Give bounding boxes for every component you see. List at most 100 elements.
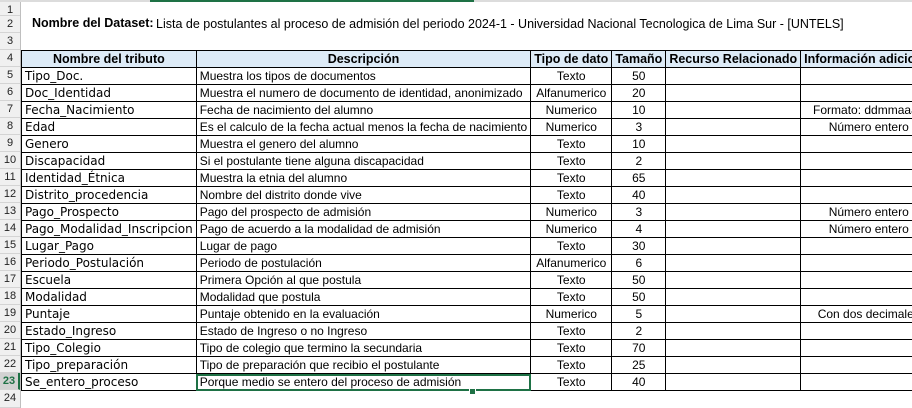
cell-info[interactable] bbox=[800, 237, 912, 255]
cell-resource[interactable] bbox=[665, 356, 802, 374]
cell-type[interactable]: Texto bbox=[530, 288, 613, 306]
cell-size[interactable]: 3 bbox=[611, 118, 667, 136]
dataset-name-cell[interactable]: Lista de postulantes al proceso de admis… bbox=[156, 17, 844, 31]
cell-type[interactable]: Texto bbox=[530, 322, 613, 340]
cell-info[interactable] bbox=[800, 322, 912, 340]
row-number[interactable]: 13 bbox=[0, 203, 20, 220]
row-number[interactable]: 10 bbox=[0, 152, 20, 169]
cell-resource[interactable] bbox=[665, 152, 802, 170]
cell-type[interactable]: Numerico bbox=[530, 305, 613, 323]
cell-info[interactable] bbox=[800, 135, 912, 153]
row-number[interactable]: 11 bbox=[0, 169, 20, 186]
cell-size[interactable]: 6 bbox=[611, 254, 667, 272]
cell-description[interactable]: Tipo de colegio que termino la secundari… bbox=[195, 339, 532, 357]
fill-handle[interactable] bbox=[469, 388, 476, 395]
cell-description[interactable]: Modalidad que postula bbox=[195, 288, 532, 306]
cell-info[interactable]: Con dos decimales bbox=[800, 305, 912, 323]
cell-size[interactable]: 50 bbox=[611, 271, 667, 289]
cell-info[interactable] bbox=[800, 356, 912, 374]
cell-description[interactable]: Muestra la etnia del alumno bbox=[195, 169, 532, 187]
row-number[interactable]: 17 bbox=[0, 271, 20, 288]
cell-name[interactable]: Puntaje bbox=[21, 305, 197, 323]
row-number[interactable]: 8 bbox=[0, 118, 20, 135]
cell-description[interactable]: Es el calculo de la fecha actual menos l… bbox=[195, 118, 532, 136]
cell-type[interactable]: Texto bbox=[530, 152, 613, 170]
row-number[interactable]: 3 bbox=[0, 33, 20, 50]
row-number[interactable]: 2 bbox=[0, 16, 20, 33]
cell-description[interactable]: Primera Opción al que postula bbox=[195, 271, 532, 289]
cell-type[interactable]: Texto bbox=[530, 373, 613, 391]
cell-size[interactable]: 25 bbox=[611, 356, 667, 374]
row-number[interactable]: 4 bbox=[0, 50, 20, 67]
cell-size[interactable]: 40 bbox=[611, 186, 667, 204]
cell-description[interactable]: Pago de acuerdo a la modalidad de admisi… bbox=[195, 220, 532, 238]
row-number[interactable]: 24 bbox=[0, 390, 20, 408]
cell-description[interactable]: Si el postulante tiene alguna discapacid… bbox=[195, 152, 532, 170]
cell-size[interactable]: 5 bbox=[611, 305, 667, 323]
row-number[interactable]: 1 bbox=[0, 2, 20, 16]
cell-size[interactable]: 2 bbox=[611, 322, 667, 340]
cell-name[interactable]: Escuela bbox=[21, 271, 197, 289]
cell-description[interactable]: Muestra el genero del alumno bbox=[195, 135, 532, 153]
cell-description[interactable]: Pago del prospecto de admisión bbox=[195, 203, 532, 221]
cell-type[interactable]: Numerico bbox=[530, 220, 613, 238]
cell-name[interactable]: Distrito_procedencia bbox=[21, 186, 197, 204]
cell-name[interactable]: Genero bbox=[21, 135, 197, 153]
cell-resource[interactable] bbox=[665, 118, 802, 136]
cell-name[interactable]: Pago_Modalidad_Inscripcion bbox=[21, 220, 197, 238]
cell-type[interactable]: Numerico bbox=[530, 101, 613, 119]
cell-size[interactable]: 65 bbox=[611, 169, 667, 187]
cell-name[interactable]: Pago_Prospecto bbox=[21, 203, 197, 221]
cell-resource[interactable] bbox=[665, 322, 802, 340]
cell-type[interactable]: Numerico bbox=[530, 203, 613, 221]
cell-type[interactable]: Texto bbox=[530, 135, 613, 153]
cell-name[interactable]: Fecha_Nacimiento bbox=[21, 101, 197, 119]
cell-type[interactable]: Texto bbox=[530, 67, 613, 85]
cell-info[interactable] bbox=[800, 254, 912, 272]
cell-info[interactable] bbox=[800, 84, 912, 102]
cell-size[interactable]: 10 bbox=[611, 135, 667, 153]
cell-type[interactable]: Alfanumerico bbox=[530, 254, 613, 272]
row-number[interactable]: 14 bbox=[0, 220, 20, 237]
cell-size[interactable]: 50 bbox=[611, 288, 667, 306]
cell-type[interactable]: Alfanumerico bbox=[530, 84, 613, 102]
cell-description[interactable]: Periodo de postulación bbox=[195, 254, 532, 272]
cell-resource[interactable] bbox=[665, 271, 802, 289]
cell-size[interactable]: 40 bbox=[611, 373, 667, 391]
cell-name[interactable]: Discapacidad bbox=[21, 152, 197, 170]
cell-size[interactable]: 3 bbox=[611, 203, 667, 221]
cell-description[interactable]: Estado de Ingreso o no Ingreso bbox=[195, 322, 532, 340]
cell-info[interactable]: Número entero bbox=[800, 118, 912, 136]
cell-description[interactable]: Fecha de nacimiento del alumno bbox=[195, 101, 532, 119]
row-number[interactable]: 12 bbox=[0, 186, 20, 203]
cell-resource[interactable] bbox=[665, 186, 802, 204]
cell-name[interactable]: Modalidad bbox=[21, 288, 197, 306]
header-name[interactable]: Nombre del tributo bbox=[21, 50, 197, 68]
cell-description[interactable]: Lugar de pago bbox=[195, 237, 532, 255]
row-number[interactable]: 20 bbox=[0, 322, 20, 339]
cell-name[interactable]: Lugar_Pago bbox=[21, 237, 197, 255]
cell-type[interactable]: Texto bbox=[530, 271, 613, 289]
cell-info[interactable]: Número entero bbox=[800, 220, 912, 238]
cell-info[interactable] bbox=[800, 373, 912, 391]
cell-resource[interactable] bbox=[665, 101, 802, 119]
row-number[interactable]: 7 bbox=[0, 101, 20, 118]
cell-type[interactable]: Texto bbox=[530, 186, 613, 204]
row-number[interactable]: 5 bbox=[0, 67, 20, 84]
cell-info[interactable] bbox=[800, 67, 912, 85]
cell-description[interactable]: Muestra el numero de documento de identi… bbox=[195, 84, 532, 102]
cell-name[interactable]: Edad bbox=[21, 118, 197, 136]
cell-info[interactable] bbox=[800, 288, 912, 306]
row-number[interactable]: 19 bbox=[0, 305, 20, 322]
cell-resource[interactable] bbox=[665, 339, 802, 357]
cell-size[interactable]: 30 bbox=[611, 237, 667, 255]
header-size[interactable]: Tamaño bbox=[611, 50, 667, 68]
cell-resource[interactable] bbox=[665, 305, 802, 323]
cell-name[interactable]: Tipo_preparación bbox=[21, 356, 197, 374]
cell-type[interactable]: Texto bbox=[530, 356, 613, 374]
cell-name[interactable]: Estado_Ingreso bbox=[21, 322, 197, 340]
cell-info[interactable] bbox=[800, 339, 912, 357]
header-resource[interactable]: Recurso Relacionado bbox=[665, 50, 802, 68]
row-number[interactable]: 18 bbox=[0, 288, 20, 305]
cell-info[interactable]: Número entero bbox=[800, 203, 912, 221]
